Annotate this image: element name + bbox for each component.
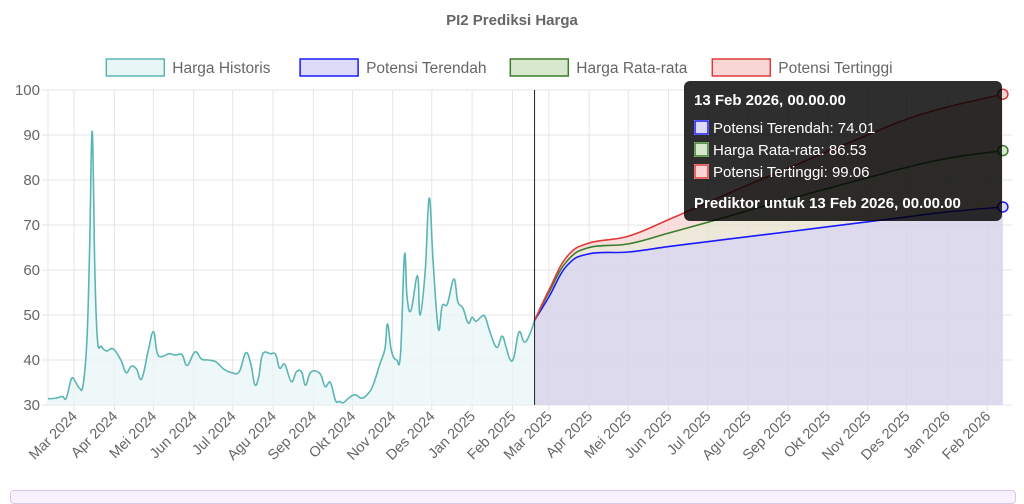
chart-title: PI2 Prediksi Harga [446,12,578,29]
y-tick-label: 50 [23,307,40,324]
tooltip-box [684,81,1002,221]
historical-fill [48,131,535,405]
legend: Harga Historis Potensi Terendah Harga Rata… [105,58,893,77]
tooltip-title: 13 Feb 2026, 00.00.00 [694,92,846,109]
legend-item: Potensi Terendah [299,58,486,77]
legend-label: Harga Rata-rata [576,60,688,77]
legend-item: Harga Historis [105,58,271,77]
panel-below-chart [10,490,1016,504]
legend-swatch [105,58,166,77]
tooltip-line: Harga Rata-rata: 86.53 [713,142,866,159]
legend-label: Potensi Terendah [366,60,486,77]
legend-label: Harga Historis [172,60,270,77]
tooltip-line: Potensi Tertinggi: 99.06 [713,164,870,181]
legend-item: Potensi Tertinggi [711,58,893,77]
legend-swatch [299,58,359,77]
y-tick-label: 80 [23,172,40,189]
y-tick-label: 100 [15,82,40,99]
tooltip-swatch [694,120,709,135]
legend-swatch [711,58,772,77]
tooltip: 13 Feb 2026, 00.00.00 Potensi Terendah: 7… [684,81,1002,221]
tooltip-swatch [694,164,709,179]
legend-item: Harga Rata-rata [509,58,688,77]
tooltip-line: Potensi Terendah: 74.01 [713,120,875,137]
legend-label: Potensi Tertinggi [778,60,892,77]
y-tick-label: 30 [23,397,40,414]
y-tick-label: 60 [23,262,40,279]
tooltip-swatch [694,142,709,157]
y-tick-label: 70 [23,217,40,234]
lower-area-fill [534,206,1003,405]
legend-swatch [509,58,570,77]
y-tick-label: 40 [23,352,40,369]
y-tick-label: 90 [23,127,40,144]
tooltip-footer: Prediktor untuk 13 Feb 2026, 00.00.00 [694,195,961,212]
historical-line [47,130,536,404]
